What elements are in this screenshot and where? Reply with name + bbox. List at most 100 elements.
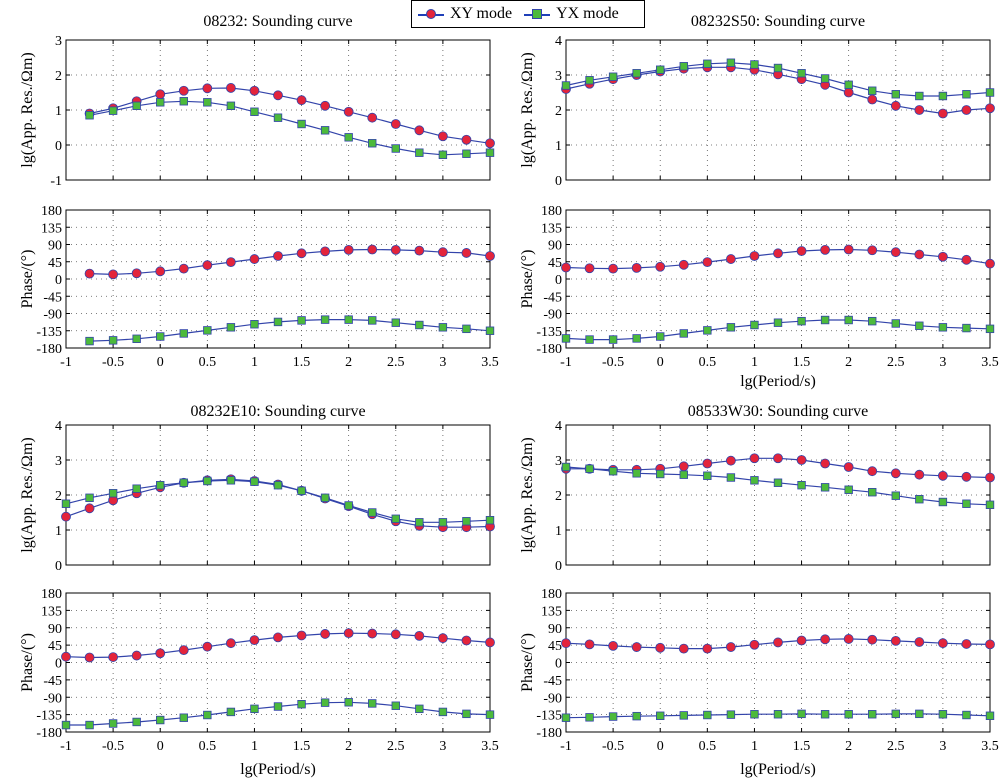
phase-xtick-label: 3 xyxy=(939,355,946,370)
phase-xtick-label: 2.5 xyxy=(887,355,905,370)
phase-xtick-label: 3.5 xyxy=(481,355,499,370)
res-yx-point xyxy=(462,149,471,158)
phase-xy-point xyxy=(914,249,925,260)
phase-xy-point xyxy=(584,639,595,650)
res-yx-point xyxy=(797,480,806,490)
res-yx-point xyxy=(656,469,665,479)
phase-yx-point xyxy=(632,711,641,721)
phase-xy-point xyxy=(202,641,213,652)
legend-label-yx: YX mode xyxy=(556,5,619,22)
phase-ylabel: Phase/(°) xyxy=(519,633,536,692)
phase-xy-point xyxy=(202,260,213,271)
phase-xtick-label: 3.5 xyxy=(981,739,999,754)
res-yx-point xyxy=(938,497,948,507)
phase-ytick-label: 0 xyxy=(555,657,562,672)
phase-xy-point xyxy=(131,268,142,279)
res-yx-point xyxy=(820,483,830,492)
panel-title: 08533W30: Sounding curve xyxy=(688,403,868,420)
phase-yx-point xyxy=(938,710,948,719)
res-yx-point xyxy=(297,486,306,495)
phase-xtick-label: 2 xyxy=(345,355,352,370)
phase-yx-point xyxy=(726,323,736,332)
res-yx-point xyxy=(608,72,618,81)
x-axis-label: lg(Period/s) xyxy=(740,761,816,778)
phase-xy-point xyxy=(631,642,642,652)
res-xy-point xyxy=(702,458,713,469)
res-yx-point xyxy=(962,499,971,508)
phase-yx-point xyxy=(297,700,306,709)
res-yx-point xyxy=(485,148,495,157)
res-yx-point xyxy=(797,69,806,78)
phase-yx-point xyxy=(203,710,212,720)
res-xy-point xyxy=(985,103,995,114)
phase-xtick-label: -0.5 xyxy=(602,355,624,370)
phase-xy-point xyxy=(702,643,713,654)
phase-yx-point xyxy=(820,710,830,719)
phase-xy-point xyxy=(461,248,472,258)
phase-ytick-label: -45 xyxy=(543,674,562,689)
res-xy-point xyxy=(961,471,972,482)
res-yx-point xyxy=(485,516,495,525)
res-xy-point xyxy=(225,83,236,93)
phase-xtick-label: 2 xyxy=(845,355,852,370)
phase-ytick-label: 135 xyxy=(541,221,562,236)
res-yx-point xyxy=(985,500,995,509)
phase-ytick-label: 90 xyxy=(48,239,62,254)
phase-yx-point xyxy=(750,710,759,719)
phase-yx-point xyxy=(226,323,236,332)
res-ytick-label: 2 xyxy=(555,104,562,119)
phase-yx-point xyxy=(868,710,877,719)
phase-yx-point xyxy=(773,710,783,719)
phase-ylabel: Phase/(°) xyxy=(19,250,36,309)
res-ylabel: lg(App. Res./Ωm) xyxy=(519,52,536,167)
res-yx-point xyxy=(585,464,594,473)
phase-xy-point xyxy=(584,263,595,274)
phase-xy-point xyxy=(702,257,713,268)
phase-yx-point xyxy=(344,698,353,707)
panel-title: 08232: Sounding curve xyxy=(203,13,352,30)
sounding-panel-1: 08232: Sounding curve -1 0 1 2 3 lg(App. Res./… xyxy=(19,13,499,370)
phase-xtick-label: 1 xyxy=(751,739,758,754)
phase-yx-point xyxy=(891,319,900,328)
res-xy-point xyxy=(367,112,378,123)
phase-yx-point xyxy=(703,326,712,335)
res-xy-point xyxy=(84,503,95,514)
phase-xtick-label: 0.5 xyxy=(199,739,217,754)
phase-yx-point xyxy=(938,323,948,332)
res-yx-point xyxy=(85,111,94,120)
phase-xtick-label: 2.5 xyxy=(387,739,405,754)
phase-ytick-label: 180 xyxy=(41,587,62,602)
phase-xy-point xyxy=(343,628,354,639)
phase-yx-point xyxy=(656,711,665,720)
phase-xtick-label: 0 xyxy=(157,739,164,754)
phase-xy-point xyxy=(561,638,571,649)
res-xy-point xyxy=(725,455,736,466)
phase-xtick-label: 3 xyxy=(439,355,446,370)
phase-ytick-label: -135 xyxy=(36,709,62,724)
phase-xy-point xyxy=(678,643,689,654)
res-xy-point xyxy=(914,469,925,480)
phase-xtick-label: 2.5 xyxy=(387,355,405,370)
phase-xy-point xyxy=(320,246,331,257)
phase-ytick-label: -45 xyxy=(43,290,62,305)
res-yx-point xyxy=(750,60,759,69)
res-yx-point xyxy=(773,478,783,487)
res-yx-point xyxy=(773,63,783,73)
res-yx-point xyxy=(438,150,448,159)
phase-xy-point xyxy=(961,639,972,649)
phase-xy-point xyxy=(485,637,495,648)
phase-yx-point xyxy=(438,323,448,332)
phase-xy-point xyxy=(414,630,425,641)
phase-ylabel: Phase/(°) xyxy=(519,250,536,309)
res-yx-point xyxy=(226,476,236,485)
phase-xtick-label: -0.5 xyxy=(602,739,624,754)
res-xy-point xyxy=(390,119,401,129)
res-yx-point xyxy=(679,470,688,479)
phase-xtick-label: 3 xyxy=(439,739,446,754)
phase-ytick-label: -90 xyxy=(43,308,62,323)
phase-xy-point xyxy=(108,652,119,662)
phase-yx-point xyxy=(203,326,212,335)
phase-yx-point xyxy=(156,715,165,725)
res-ytick-label: 1 xyxy=(55,524,62,539)
